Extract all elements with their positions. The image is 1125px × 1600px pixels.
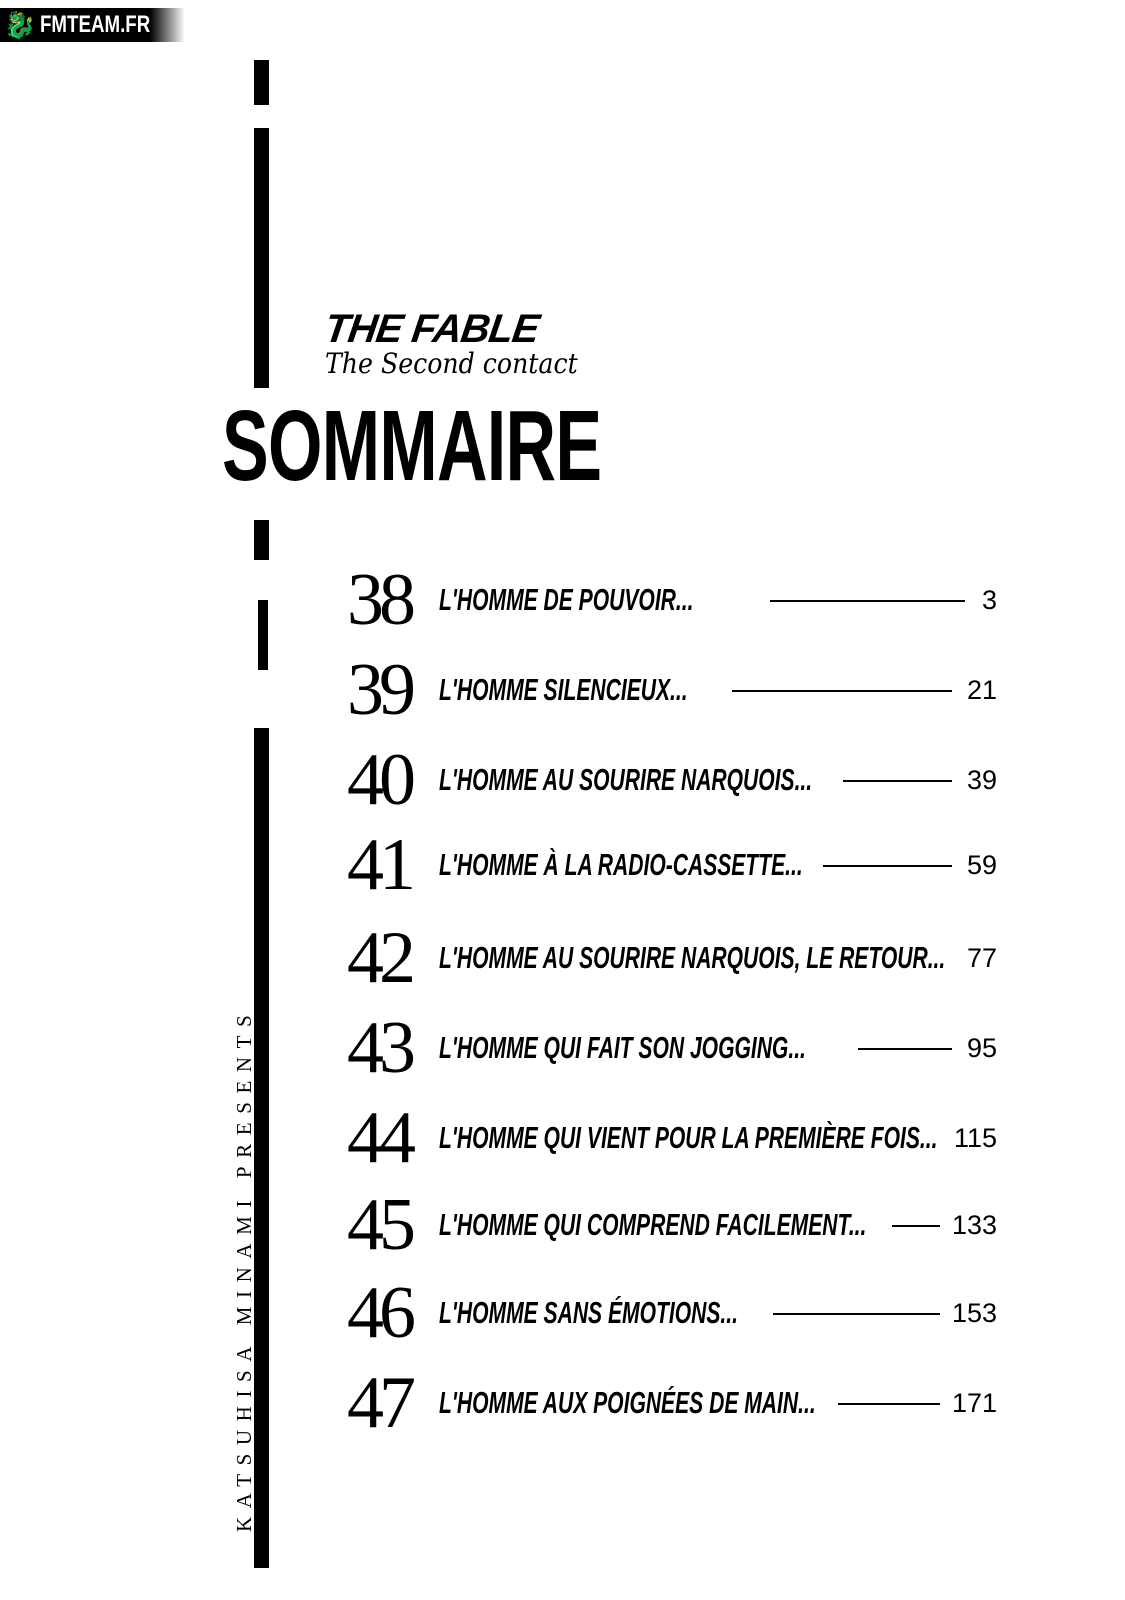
chapter-number: 43 — [347, 1007, 416, 1089]
leader-line — [892, 1225, 940, 1227]
chapter-row: 41 L'HOMME À LA RADIO-CASSETTE... 59 — [347, 825, 997, 905]
chapter-title: L'HOMME QUI FAIT SON JOGGING... — [439, 1030, 806, 1065]
page-number: 59 — [966, 850, 997, 880]
page-number: 21 — [966, 675, 997, 705]
decorative-bar — [258, 600, 268, 670]
leader-line — [843, 780, 952, 782]
watermark-text: FMTEAM.FR — [40, 11, 151, 38]
page-number: 115 — [953, 1123, 997, 1153]
chapter-row: 45 L'HOMME QUI COMPREND FACILEMENT... 13… — [347, 1185, 997, 1265]
chapter-number: 46 — [347, 1272, 416, 1354]
author-credit: KATSUHISA MINAMI PRESENTS — [232, 1006, 256, 1532]
chapter-number: 40 — [347, 739, 416, 821]
chapter-row: 39 L'HOMME SILENCIEUX... 21 — [347, 650, 997, 730]
chapter-row: 44 L'HOMME QUI VIENT POUR LA PREMIÈRE FO… — [347, 1098, 997, 1178]
series-title: THE FABLE — [321, 307, 542, 351]
page-number: 171 — [951, 1388, 997, 1418]
chapter-number: 44 — [347, 1097, 416, 1179]
page-number: 153 — [951, 1298, 997, 1328]
leader-line — [858, 1048, 952, 1050]
chapter-title: L'HOMME AU SOURIRE NARQUOIS... — [439, 762, 813, 797]
decorative-bar — [254, 520, 269, 560]
series-subtitle: The Second contact — [325, 347, 578, 380]
decorative-bar — [254, 128, 269, 388]
chapter-number: 38 — [347, 559, 416, 641]
chapter-title: L'HOMME QUI VIENT POUR LA PREMIÈRE FOIS.… — [439, 1120, 938, 1155]
chapter-row: 40 L'HOMME AU SOURIRE NARQUOIS... 39 — [347, 740, 997, 820]
chapter-number: 41 — [347, 824, 416, 906]
watermark-logo: 🐉 FMTEAM.FR — [0, 8, 185, 42]
leader-line — [770, 600, 965, 602]
page-number: 3 — [981, 585, 997, 615]
series-logo: THE FABLE The Second contact — [321, 307, 606, 380]
page-number: 133 — [951, 1210, 997, 1240]
chapter-row: 43 L'HOMME QUI FAIT SON JOGGING... 95 — [347, 1008, 997, 1088]
chapter-number: 45 — [347, 1184, 416, 1266]
page-number: 77 — [966, 943, 997, 973]
chapter-number: 39 — [347, 649, 416, 731]
chapter-row: 46 L'HOMME SANS ÉMOTIONS... 153 — [347, 1273, 997, 1353]
leader-line — [823, 865, 952, 867]
leader-line — [773, 1313, 940, 1315]
dragon-icon: 🐉 — [3, 10, 37, 40]
chapter-row: 47 L'HOMME AUX POIGNÉES DE MAIN... 171 — [347, 1363, 997, 1443]
chapter-title: L'HOMME DE POUVOIR... — [439, 582, 694, 617]
decorative-bar — [254, 60, 269, 105]
page-title: SOMMAIRE — [222, 390, 602, 502]
chapter-title: L'HOMME SANS ÉMOTIONS... — [439, 1295, 738, 1330]
page-number: 95 — [966, 1033, 997, 1063]
chapter-title: L'HOMME QUI COMPREND FACILEMENT... — [439, 1207, 867, 1242]
chapter-title: L'HOMME AUX POIGNÉES DE MAIN... — [439, 1385, 816, 1420]
leader-line — [732, 690, 952, 692]
chapter-title: L'HOMME SILENCIEUX... — [439, 672, 688, 707]
leader-line — [838, 1403, 940, 1405]
chapter-number: 47 — [347, 1362, 416, 1444]
chapter-title: L'HOMME AU SOURIRE NARQUOIS, LE RETOUR..… — [439, 940, 946, 975]
chapter-number: 42 — [347, 917, 416, 999]
page-number: 39 — [966, 765, 997, 795]
decorative-bar — [254, 728, 269, 1568]
chapter-row: 38 L'HOMME DE POUVOIR... 3 — [347, 560, 997, 640]
chapter-title: L'HOMME À LA RADIO-CASSETTE... — [439, 847, 803, 882]
chapter-row: 42 L'HOMME AU SOURIRE NARQUOIS, LE RETOU… — [347, 918, 997, 998]
